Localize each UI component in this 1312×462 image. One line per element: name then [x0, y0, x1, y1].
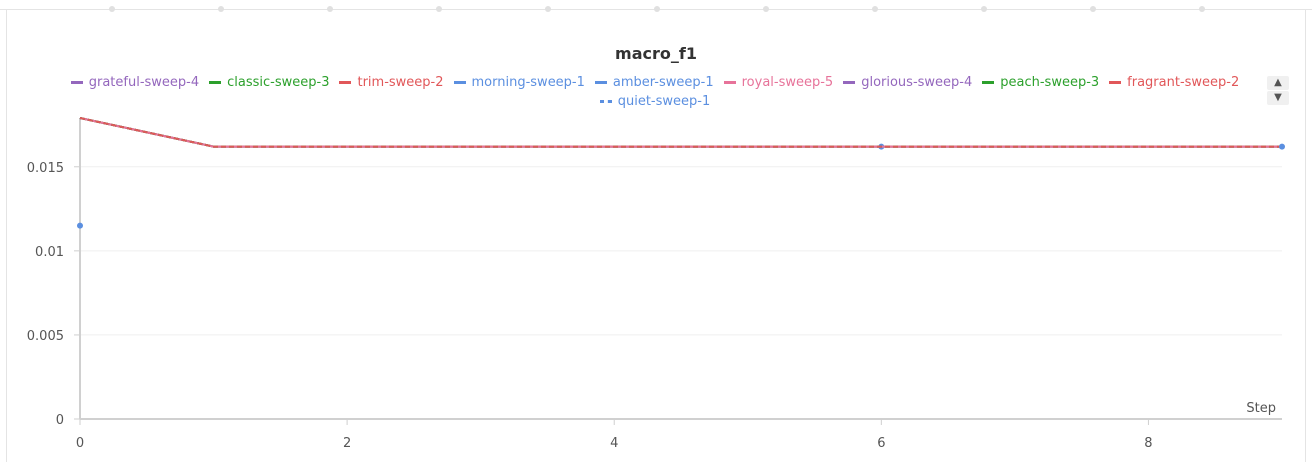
- y-tick-label: 0.005: [27, 329, 64, 344]
- panel-right-border: [1305, 9, 1306, 462]
- legend-label: glorious-sweep-4: [861, 75, 973, 90]
- resize-handle[interactable]: [109, 6, 115, 12]
- x-tick-label: 6: [877, 436, 885, 451]
- series-line-royal-sweep-5: [79, 117, 1282, 148]
- legend-swatch: [70, 81, 83, 84]
- legend-item-trim-sweep-2[interactable]: trim-sweep-2: [339, 74, 444, 91]
- resize-handle[interactable]: [327, 6, 333, 12]
- resize-handle[interactable]: [872, 6, 878, 12]
- legend-label: royal-sweep-5: [741, 75, 834, 90]
- legend-scroll-up-button[interactable]: ▲: [1267, 76, 1289, 90]
- legend-swatch: [723, 81, 736, 84]
- legend-swatch: [843, 81, 856, 84]
- legend-swatch: [599, 100, 612, 103]
- series-line-fragrant-sweep-2: [79, 117, 1282, 148]
- x-axis-label: Step: [1246, 401, 1276, 416]
- legend-swatch: [453, 81, 466, 84]
- x-tick-label: 2: [343, 436, 351, 451]
- legend-item-glorious-sweep-4[interactable]: glorious-sweep-4: [843, 74, 972, 91]
- resize-handle[interactable]: [981, 6, 987, 12]
- legend-swatch: [982, 81, 995, 84]
- legend-label: peach-sweep-3: [1000, 75, 1100, 90]
- resize-handle[interactable]: [545, 6, 551, 12]
- resize-handle[interactable]: [218, 6, 224, 12]
- legend-item-morning-sweep-1[interactable]: morning-sweep-1: [453, 74, 585, 91]
- data-point-quiet-sweep-1: [1279, 143, 1285, 150]
- legend-item-amber-sweep-1[interactable]: amber-sweep-1: [594, 74, 714, 91]
- legend-swatch: [209, 81, 222, 84]
- data-point-morning-sweep-1: [77, 222, 83, 229]
- legend-label: trim-sweep-2: [357, 75, 444, 90]
- panel-left-border: [6, 9, 7, 462]
- x-tick-label: 0: [76, 436, 84, 451]
- legend-swatch: [1109, 81, 1122, 84]
- series-line-classic-sweep-3: [79, 117, 1282, 148]
- resize-handle[interactable]: [1090, 6, 1096, 12]
- legend-label: grateful-sweep-4: [88, 75, 200, 90]
- y-tick-label: 0.01: [35, 245, 64, 260]
- x-tick-label: 4: [610, 436, 618, 451]
- legend-label: quiet-sweep-1: [617, 94, 711, 109]
- y-tick-label: 0: [56, 413, 64, 428]
- resize-handle[interactable]: [763, 6, 769, 12]
- resize-handle[interactable]: [1199, 6, 1205, 12]
- legend-item-quiet-sweep-1[interactable]: quiet-sweep-1: [599, 93, 711, 110]
- triangle-up-icon: ▲: [1274, 77, 1282, 88]
- legend-scroll-down-button[interactable]: ▼: [1267, 91, 1289, 105]
- series-line-glorious-sweep-4: [79, 117, 1282, 148]
- resize-handle[interactable]: [436, 6, 442, 12]
- x-tick-label: 8: [1144, 436, 1152, 451]
- series-line-grateful-sweep-4: [79, 117, 1282, 148]
- legend-item-classic-sweep-3[interactable]: classic-sweep-3: [209, 74, 329, 91]
- legend-swatch: [594, 81, 607, 84]
- legend-item-peach-sweep-3[interactable]: peach-sweep-3: [982, 74, 1099, 91]
- legend-item-grateful-sweep-4[interactable]: grateful-sweep-4: [70, 74, 200, 91]
- legend-label: morning-sweep-1: [471, 75, 585, 90]
- y-tick-label: 0.015: [27, 161, 64, 176]
- resize-handle[interactable]: [654, 6, 660, 12]
- legend-item-fragrant-sweep-2[interactable]: fragrant-sweep-2: [1109, 74, 1239, 91]
- legend-label: fragrant-sweep-2: [1127, 75, 1240, 90]
- series-line-trim-sweep-2: [79, 117, 1282, 148]
- legend-label: classic-sweep-3: [227, 75, 330, 90]
- series-line-peach-sweep-3: [79, 117, 1282, 148]
- legend-item-royal-sweep-5[interactable]: royal-sweep-5: [723, 74, 834, 91]
- legend: grateful-sweep-4 classic-sweep-3 trim-swee…: [60, 72, 1250, 110]
- legend-label: amber-sweep-1: [612, 75, 714, 90]
- triangle-down-icon: ▼: [1274, 92, 1282, 103]
- legend-swatch: [339, 81, 352, 84]
- chart-title: macro_f1: [615, 44, 697, 63]
